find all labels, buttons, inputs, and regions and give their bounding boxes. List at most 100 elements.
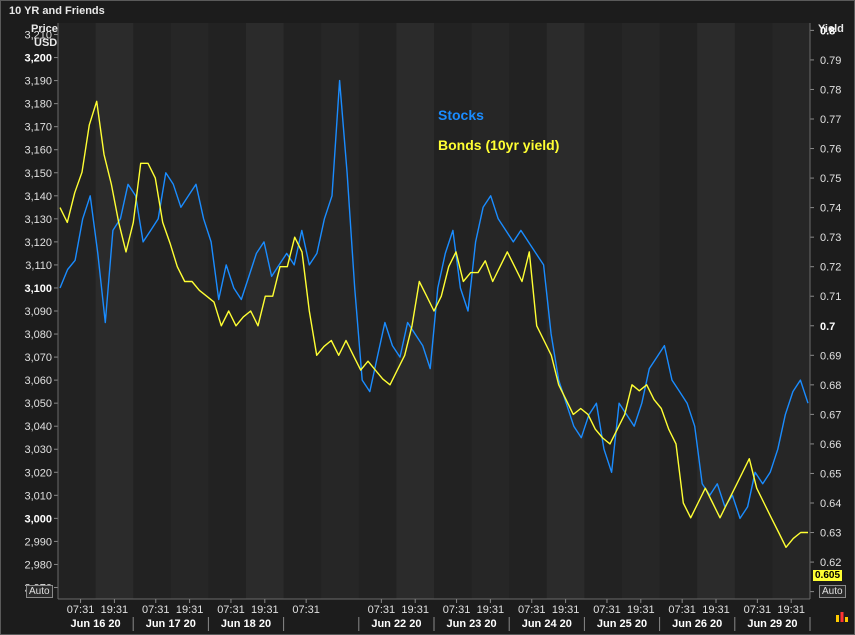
session-band — [170, 23, 209, 599]
right-tick-label: 0.66 — [820, 439, 841, 451]
bonds-series-line — [59, 100, 808, 548]
x-time-label: 07:31 — [142, 604, 170, 616]
right-tick-label: 0.75 — [820, 173, 841, 185]
x-time-label: 19:31 — [401, 604, 429, 616]
left-tick-label: 3,020 — [24, 467, 52, 479]
left-tick-label: 2,980 — [24, 559, 52, 571]
left-tick-label: 3,130 — [24, 214, 52, 226]
x-time-label: 19:31 — [251, 604, 279, 616]
right-tick-label: 0.65 — [820, 468, 841, 480]
left-tick-label: 3,010 — [24, 490, 52, 502]
left-tick-label: 2,990 — [24, 536, 52, 548]
x-date-label: Jun 26 20 — [672, 618, 722, 630]
left-tick-label: 3,110 — [25, 260, 52, 272]
x-time-label: 19:31 — [176, 604, 204, 616]
right-tick-label: 0.73 — [820, 232, 841, 244]
x-date-label: Jun 25 20 — [597, 618, 647, 630]
series-layer — [59, 79, 809, 548]
x-date-label: Jun 29 20 — [747, 618, 797, 630]
x-time-label: 19:31 — [477, 604, 505, 616]
x-time-label: 07:31 — [744, 604, 772, 616]
right-axis-auto-button[interactable]: Auto — [819, 585, 846, 598]
x-date-label: Jun 17 20 — [146, 618, 196, 630]
session-band — [246, 23, 284, 599]
session-band — [95, 23, 134, 599]
left-axis-title-price: Price — [31, 23, 58, 35]
left-tick-label: 3,080 — [24, 329, 52, 341]
left-tick-label: 3,040 — [24, 421, 52, 433]
left-axis-title-usd: USD — [34, 37, 58, 49]
right-tick-label: 0.79 — [820, 55, 841, 67]
session-band — [697, 23, 735, 599]
left-tick-label: 3,180 — [24, 99, 52, 111]
left-tick-label: 3,070 — [24, 352, 52, 364]
left-tick-label: 3,050 — [24, 398, 52, 410]
right-tick-label: 0.74 — [820, 203, 841, 215]
left-tick-label: 3,030 — [24, 444, 52, 456]
x-time-label: 19:31 — [777, 604, 805, 616]
session-band — [471, 23, 510, 599]
x-time-label: 07:31 — [217, 604, 245, 616]
x-date-label: Jun 22 20 — [371, 618, 421, 630]
x-time-label: 07:31 — [67, 604, 95, 616]
x-time-label: 19:31 — [552, 604, 580, 616]
bonds-last-value-badge: 0.605 — [813, 570, 843, 581]
right-tick-label: 0.8 — [820, 25, 835, 37]
left-tick-label: 3,000 — [24, 513, 52, 525]
x-time-label: 07:31 — [668, 604, 696, 616]
session-band — [546, 23, 585, 599]
right-tick-label: 0.62 — [820, 557, 841, 569]
left-tick-label: 3,120 — [24, 237, 52, 249]
session-band — [396, 23, 434, 599]
right-tick-label: 0.7 — [820, 321, 835, 333]
x-time-label: 07:31 — [593, 604, 621, 616]
x-date-label: Jun 23 20 — [447, 618, 497, 630]
left-axis: 2,9702,9802,9903,0003,0103,0203,0303,040… — [24, 23, 59, 599]
x-time-label: 07:31 — [443, 604, 471, 616]
session-band — [622, 23, 660, 599]
x-time-label: 19:31 — [627, 604, 655, 616]
right-tick-label: 0.72 — [820, 262, 841, 274]
left-axis-auto-button[interactable]: Auto — [26, 585, 53, 598]
legend-bonds: Bonds (10yr yield) — [438, 137, 560, 153]
left-tick-label: 3,200 — [24, 53, 52, 65]
x-time-label: 19:31 — [702, 604, 730, 616]
left-tick-label: 3,150 — [24, 168, 52, 180]
session-band — [321, 23, 359, 599]
right-tick-label: 0.69 — [820, 350, 841, 362]
session-bands — [58, 23, 810, 599]
left-tick-label: 3,190 — [24, 76, 52, 88]
right-tick-label: 0.68 — [820, 380, 841, 392]
right-tick-label: 0.78 — [820, 84, 841, 96]
left-tick-label: 3,160 — [24, 145, 52, 157]
x-date-label: Jun 24 20 — [522, 618, 572, 630]
left-tick-label: 3,060 — [24, 375, 52, 387]
right-tick-label: 0.77 — [820, 114, 841, 126]
x-time-label: 19:31 — [101, 604, 129, 616]
right-axis: 0.610.620.630.640.650.660.670.680.690.70… — [809, 23, 841, 599]
right-tick-label: 0.76 — [820, 144, 841, 156]
stocks-series-line — [59, 79, 809, 520]
right-axis-title: Yield — [818, 23, 844, 35]
time-axis: 07:31 19:31 Jun 16 20 07:31 19:31 Jun 17 20 07… — [58, 598, 811, 631]
chart-settings-icon[interactable] — [835, 609, 849, 623]
left-tick-label: 3,090 — [24, 306, 52, 318]
x-time-label: 07:31 — [368, 604, 396, 616]
right-tick-label: 0.67 — [820, 409, 841, 421]
window-title: 10 YR and Friends — [9, 5, 105, 17]
left-tick-label: 3,170 — [24, 122, 52, 134]
right-tick-label: 0.63 — [820, 528, 841, 540]
x-time-label: 07:31 — [292, 604, 320, 616]
x-date-label: Jun 18 20 — [221, 618, 271, 630]
right-tick-label: 0.64 — [820, 498, 841, 510]
legend-stocks: Stocks — [438, 107, 484, 123]
left-tick-label: 3,140 — [24, 191, 52, 203]
left-tick-label: 3,100 — [24, 283, 52, 295]
x-time-label: 07:31 — [518, 604, 546, 616]
left-tick-label: 3,210 — [24, 30, 52, 42]
x-date-label: Jun 16 20 — [71, 618, 121, 630]
session-band — [772, 23, 810, 599]
right-tick-label: 0.71 — [820, 291, 841, 303]
